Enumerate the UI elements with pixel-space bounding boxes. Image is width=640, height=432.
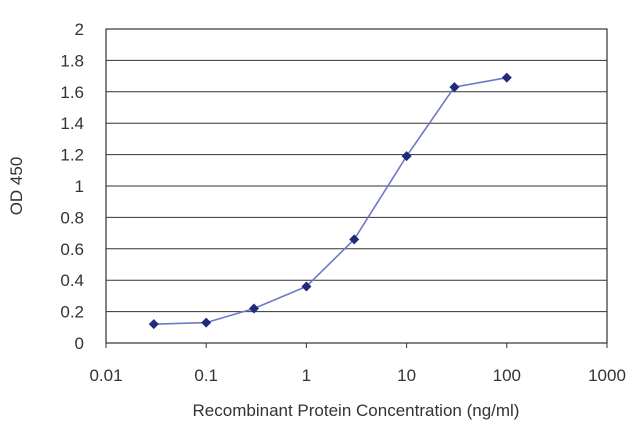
x-axis-tick-labels: 0.01 0.1 1 10 100 1000: [89, 343, 626, 385]
y-tick-label: 1: [75, 177, 84, 196]
y-tick-label: 0.8: [60, 208, 84, 227]
y-tick-label: 2: [75, 20, 84, 39]
series-line: [153, 76, 507, 325]
y-tick-label: 0: [75, 334, 84, 353]
x-tick-label: 1000: [588, 366, 626, 385]
x-tick-label: 0.1: [194, 366, 218, 385]
y-tick-label: 0.6: [60, 240, 84, 259]
y-tick-label: 1.8: [60, 51, 84, 70]
y-axis-title: OD 450: [7, 157, 26, 216]
grid-lines: [106, 59, 607, 313]
x-axis-title: Recombinant Protein Concentration (ng/ml…: [193, 401, 520, 420]
data-point: [501, 72, 512, 83]
x-tick-label: 10: [397, 366, 416, 385]
y-tick-label: 1.6: [60, 83, 84, 102]
data-point: [148, 319, 159, 330]
y-tick-label: 0.2: [60, 303, 84, 322]
plot-area-frame: [105, 28, 608, 344]
data-point: [201, 317, 212, 328]
y-tick-label: 0.4: [60, 271, 84, 290]
x-tick-label: 1: [302, 366, 311, 385]
data-point: [249, 303, 260, 314]
data-point: [301, 281, 312, 292]
x-tick-label: 100: [493, 366, 521, 385]
y-axis-tick-labels: 0 0.2 0.4 0.6 0.8 1 1.2 1.4 1.6 1.8 2: [60, 20, 84, 353]
data-point: [349, 234, 360, 245]
x-tick-label: 0.01: [89, 366, 122, 385]
data-point: [449, 82, 460, 93]
y-tick-label: 1.2: [60, 146, 84, 165]
series-group: [148, 72, 512, 330]
data-point: [401, 151, 412, 162]
y-tick-label: 1.4: [60, 114, 84, 133]
